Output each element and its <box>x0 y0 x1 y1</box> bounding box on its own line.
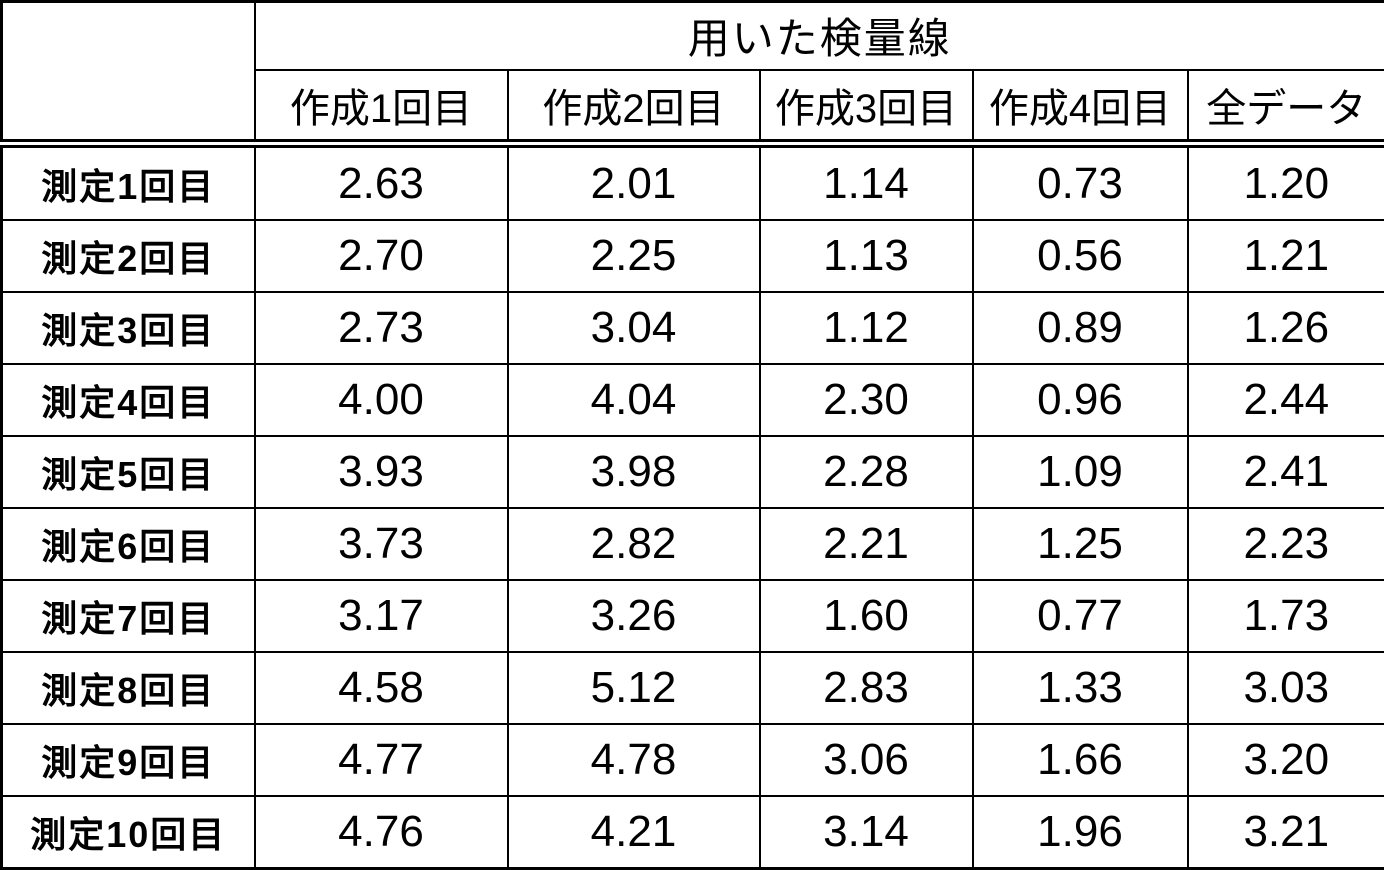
row-label: 測定6回目 <box>0 506 256 581</box>
data-cell: 0.56 <box>971 219 1189 294</box>
data-cell: 1.21 <box>1186 219 1384 294</box>
column-header-2: 作成2回目 <box>506 68 761 148</box>
data-cell: 3.03 <box>1186 650 1384 725</box>
data-cell: 3.20 <box>1186 722 1384 797</box>
table-row: 測定2回目 2.70 2.25 1.13 0.56 1.21 <box>0 219 1384 294</box>
data-cell: 2.41 <box>1186 434 1384 509</box>
row-label: 測定4回目 <box>0 363 256 437</box>
data-cell: 3.17 <box>253 578 509 653</box>
data-cell: 2.23 <box>1186 506 1384 581</box>
data-cell: 3.98 <box>506 434 761 509</box>
table-row: 測定4回目 4.00 4.04 2.30 0.96 2.44 <box>0 363 1384 437</box>
row-label: 測定10回目 <box>0 794 256 870</box>
data-cell: 2.25 <box>506 219 761 294</box>
data-cell: 5.12 <box>506 650 761 725</box>
data-cell: 0.73 <box>971 142 1189 222</box>
data-cell: 4.00 <box>253 363 509 437</box>
column-header-3: 作成3回目 <box>758 68 974 148</box>
column-header-5: 全データ <box>1186 68 1384 148</box>
data-cell: 2.01 <box>506 142 761 222</box>
data-cell: 4.04 <box>506 363 761 437</box>
row-label: 測定2回目 <box>0 219 256 294</box>
table-row: 測定9回目 4.77 4.78 3.06 1.66 3.20 <box>0 722 1384 797</box>
table-row: 測定10回目 4.76 4.21 3.14 1.96 3.21 <box>0 794 1384 870</box>
data-cell: 2.21 <box>758 506 974 581</box>
data-cell: 1.25 <box>971 506 1189 581</box>
data-cell: 1.26 <box>1186 291 1384 366</box>
table-row: 測定7回目 3.17 3.26 1.60 0.77 1.73 <box>0 578 1384 653</box>
data-cell: 4.58 <box>253 650 509 725</box>
data-cell: 2.73 <box>253 291 509 366</box>
table-row: 測定6回目 3.73 2.82 2.21 1.25 2.23 <box>0 506 1384 581</box>
data-cell: 1.73 <box>1186 578 1384 653</box>
table-row: 測定8回目 4.58 5.12 2.83 1.33 3.03 <box>0 650 1384 725</box>
data-cell: 1.14 <box>758 142 974 222</box>
data-cell: 2.28 <box>758 434 974 509</box>
data-cell: 1.66 <box>971 722 1189 797</box>
data-cell: 4.77 <box>253 722 509 797</box>
data-cell: 4.76 <box>253 794 509 870</box>
table-row: 測定5回目 3.93 3.98 2.28 1.09 2.41 <box>0 434 1384 509</box>
data-cell: 3.14 <box>758 794 974 870</box>
data-cell: 2.63 <box>253 142 509 222</box>
data-cell: 1.09 <box>971 434 1189 509</box>
data-cell: 2.70 <box>253 219 509 294</box>
column-header-1: 作成1回目 <box>253 68 509 148</box>
data-cell: 1.13 <box>758 219 974 294</box>
table-title: 用いた検量線 <box>253 0 1384 71</box>
data-cell: 1.96 <box>971 794 1189 870</box>
data-cell: 1.33 <box>971 650 1189 725</box>
data-cell: 1.20 <box>1186 142 1384 222</box>
data-cell: 0.89 <box>971 291 1189 366</box>
row-label: 測定7回目 <box>0 578 256 653</box>
data-cell: 0.96 <box>971 363 1189 437</box>
data-cell: 3.73 <box>253 506 509 581</box>
data-cell: 3.26 <box>506 578 761 653</box>
row-label: 測定5回目 <box>0 434 256 509</box>
row-label: 測定1回目 <box>0 142 256 222</box>
table-row: 測定1回目 2.63 2.01 1.14 0.73 1.20 <box>0 142 1384 222</box>
data-cell: 1.12 <box>758 291 974 366</box>
data-cell: 2.30 <box>758 363 974 437</box>
data-cell: 3.21 <box>1186 794 1384 870</box>
row-label: 測定8回目 <box>0 650 256 725</box>
data-cell: 1.60 <box>758 578 974 653</box>
data-cell: 4.78 <box>506 722 761 797</box>
row-label: 測定3回目 <box>0 291 256 366</box>
row-label: 測定9回目 <box>0 722 256 797</box>
data-cell: 2.83 <box>758 650 974 725</box>
data-cell: 3.04 <box>506 291 761 366</box>
data-cell: 0.77 <box>971 578 1189 653</box>
data-cell: 2.82 <box>506 506 761 581</box>
data-cell: 3.06 <box>758 722 974 797</box>
column-header-4: 作成4回目 <box>971 68 1189 148</box>
data-cell: 2.44 <box>1186 363 1384 437</box>
table-row: 測定3回目 2.73 3.04 1.12 0.89 1.26 <box>0 291 1384 366</box>
data-cell: 4.21 <box>506 794 761 870</box>
corner-cell <box>0 0 256 148</box>
data-cell: 3.93 <box>253 434 509 509</box>
